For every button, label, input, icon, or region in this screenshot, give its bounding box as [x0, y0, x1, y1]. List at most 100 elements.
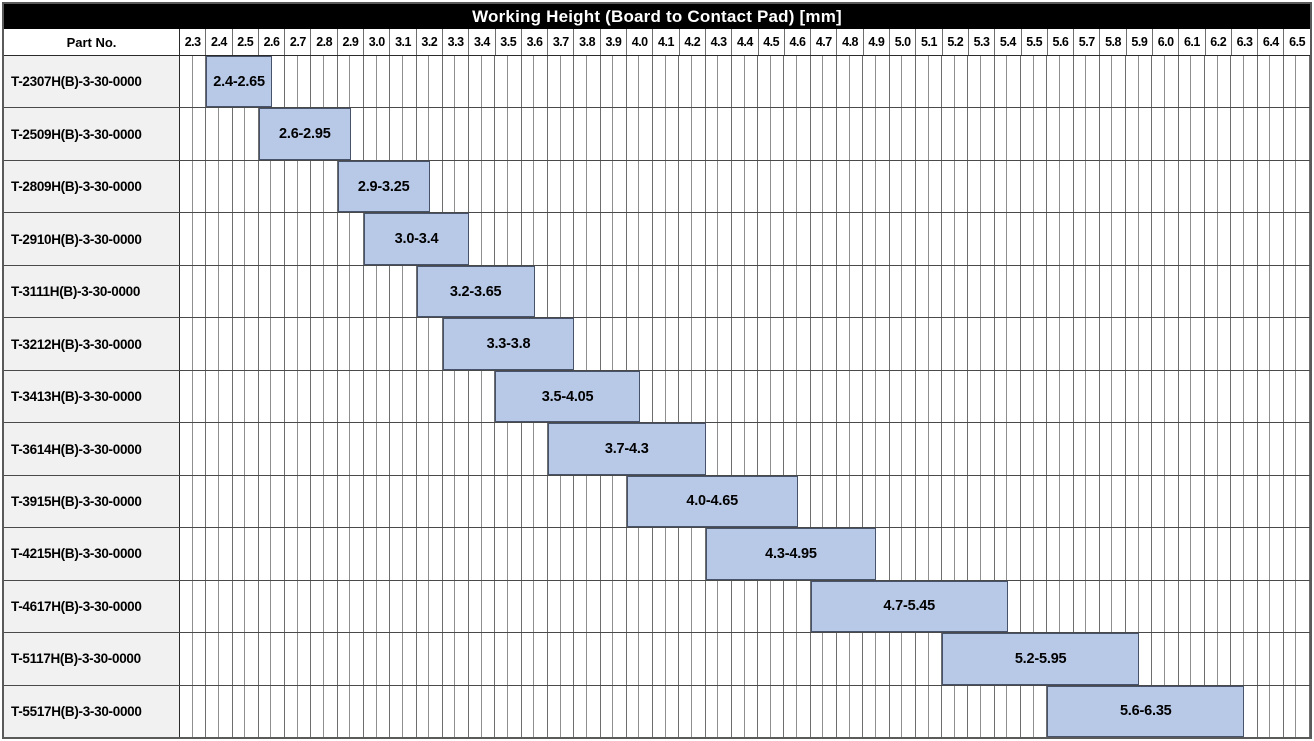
grid-cell — [233, 475, 259, 528]
grid-minor-divider — [601, 160, 614, 213]
grid-minor-divider — [233, 475, 246, 528]
grid-minor-divider — [574, 160, 587, 213]
grid-cell — [706, 108, 732, 160]
grid-minor-divider — [1179, 56, 1192, 108]
grid-minor-divider — [1021, 265, 1034, 318]
grid-minor-divider — [811, 56, 824, 108]
scale-tick: 6.2 — [1206, 29, 1232, 55]
row-grid: 5.2-5.95 — [180, 633, 1311, 685]
grid-minor-divider — [1074, 580, 1087, 633]
scale-tick: 2.4 — [206, 29, 233, 55]
grid-cell — [863, 318, 890, 370]
grid-minor-divider — [1100, 423, 1113, 475]
grid-cell — [863, 56, 890, 108]
grid-minor-divider — [732, 265, 745, 318]
grid-minor-divider — [706, 265, 719, 318]
grid-cell — [233, 423, 259, 475]
grid-cell — [364, 370, 391, 423]
grid-cell — [469, 528, 496, 580]
grid-minor-divider — [285, 160, 298, 213]
grid-minor-divider — [784, 318, 798, 370]
grid-cell — [574, 528, 601, 580]
table-row: T-2910H(B)-3-30-0000 3.0-3.4 — [4, 213, 1311, 266]
grid-cell — [1021, 370, 1048, 423]
grid-minor-divider — [784, 685, 798, 738]
grid-cell — [1231, 265, 1258, 318]
grid-cell — [601, 528, 627, 580]
grid-minor-divider — [443, 685, 456, 738]
grid-minor-divider — [863, 475, 876, 528]
grid-minor-divider — [1021, 475, 1034, 528]
range-label: 2.9-3.25 — [357, 178, 410, 195]
grid-minor-divider — [1258, 633, 1271, 685]
grid-minor-divider — [311, 423, 325, 475]
grid-minor-divider — [942, 213, 955, 265]
grid-minor-divider — [574, 108, 587, 160]
grid-minor-divider — [180, 528, 193, 580]
scale-tick: 4.0 — [627, 29, 654, 55]
grid-cell — [811, 265, 838, 318]
grid-cell — [732, 56, 759, 108]
grid-cell — [1074, 370, 1100, 423]
grid-cell — [338, 370, 364, 423]
grid-minor-divider — [784, 423, 798, 475]
grid-minor-divider — [890, 318, 903, 370]
grid-cell — [1284, 160, 1311, 213]
grid-minor-divider — [942, 318, 955, 370]
grid-minor-divider — [259, 423, 272, 475]
grid-cell — [1284, 633, 1311, 685]
grid-cell — [968, 370, 995, 423]
grid-cell — [574, 265, 601, 318]
grid-cell — [1205, 213, 1232, 265]
grid-minor-divider — [469, 475, 482, 528]
grid-cell — [706, 580, 732, 633]
grid-cell — [1126, 160, 1153, 213]
grid-cell — [995, 160, 1021, 213]
grid-minor-divider — [916, 160, 929, 213]
working-range-bar: 2.9-3.25 — [337, 160, 430, 213]
grid-minor-divider — [417, 108, 430, 160]
grid-minor-divider — [259, 370, 272, 423]
grid-minor-divider — [1074, 423, 1087, 475]
part-number-cell: T-4617H(B)-3-30-0000 — [4, 580, 180, 633]
grid-minor-divider — [811, 685, 824, 738]
grid-minor-divider — [1100, 318, 1113, 370]
grid-cell — [443, 56, 470, 108]
grid-minor-divider — [784, 160, 798, 213]
grid-minor-divider — [522, 160, 535, 213]
grid-minor-divider — [285, 318, 298, 370]
grid-minor-divider — [758, 370, 771, 423]
grid-minor-divider — [417, 370, 430, 423]
grid-minor-divider — [390, 56, 403, 108]
grid-minor-divider — [758, 685, 771, 738]
grid-cell — [1126, 580, 1153, 633]
grid-cell — [732, 160, 759, 213]
scale-tick: 5.1 — [916, 29, 943, 55]
grid-minor-divider — [732, 685, 745, 738]
grid-minor-divider — [1179, 633, 1192, 685]
grid-cell — [364, 475, 391, 528]
grid-minor-divider — [1047, 160, 1060, 213]
grid-minor-divider — [1152, 370, 1166, 423]
grid-minor-divider — [601, 213, 614, 265]
grid-minor-divider — [495, 580, 509, 633]
grid-cell — [548, 580, 575, 633]
grid-cell — [1258, 108, 1284, 160]
grid-minor-divider — [1126, 56, 1139, 108]
grid-minor-divider — [601, 318, 614, 370]
grid-cell — [995, 318, 1021, 370]
grid-cell — [259, 475, 286, 528]
grid-minor-divider — [601, 685, 614, 738]
grid-minor-divider — [890, 108, 903, 160]
grid-cell — [995, 685, 1021, 738]
grid-cell — [1179, 423, 1205, 475]
grid-cell — [206, 475, 233, 528]
grid-cell — [837, 318, 864, 370]
grid-minor-divider — [995, 475, 1008, 528]
grid-cell — [758, 423, 785, 475]
grid-minor-divider — [863, 160, 876, 213]
grid-minor-divider — [679, 265, 692, 318]
grid-cell — [1284, 423, 1311, 475]
grid-minor-divider — [784, 580, 798, 633]
grid-minor-divider — [601, 580, 614, 633]
